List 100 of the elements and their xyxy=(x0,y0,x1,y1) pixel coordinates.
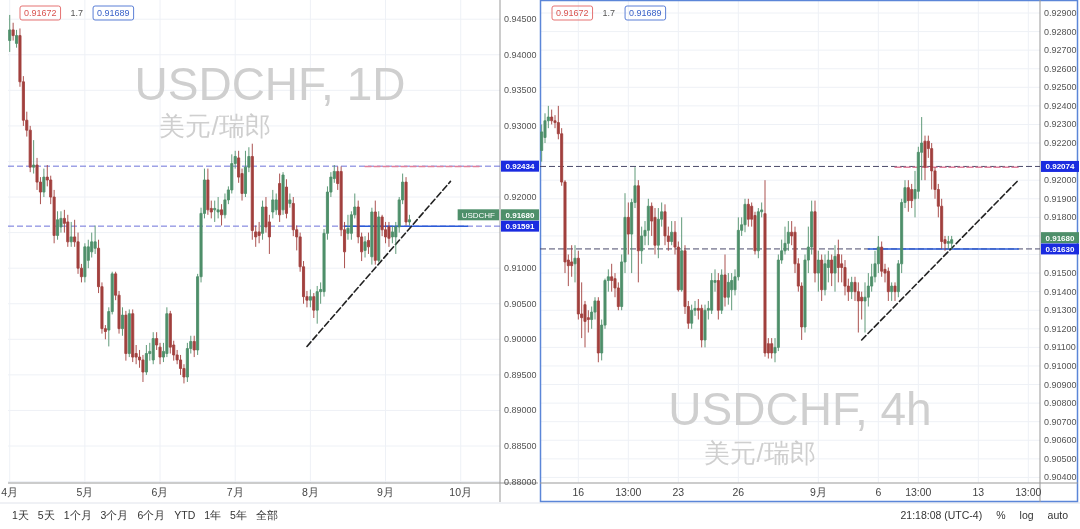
candlestick xyxy=(257,221,261,244)
candlestick xyxy=(746,198,750,228)
candlestick xyxy=(131,308,135,363)
annotation: 1.7 xyxy=(602,8,616,18)
candlestick xyxy=(626,202,630,255)
y-tick-label: 0.93500 xyxy=(504,85,537,96)
y-tick-label: 0.92200 xyxy=(1044,138,1077,149)
x-tick-label: 10月 xyxy=(449,486,473,498)
text: YTD xyxy=(174,509,196,521)
y-tick-label: 0.92000 xyxy=(1044,175,1077,186)
x-tick-label: 6 xyxy=(875,486,882,498)
candlestick xyxy=(69,221,73,248)
candlestick xyxy=(278,173,282,223)
candlestick xyxy=(880,241,884,278)
candlestick xyxy=(15,29,19,49)
x-tick-label: 13:00 xyxy=(615,486,642,498)
y-tick-label: 0.90500 xyxy=(1044,453,1077,464)
candlestick xyxy=(93,225,97,255)
candlestick xyxy=(923,135,927,181)
candlestick xyxy=(550,109,554,125)
y-tick-label: 0.88000 xyxy=(504,476,537,487)
ref-line-label: 0.91591 xyxy=(505,222,536,232)
y-tick-label: 0.91000 xyxy=(504,263,537,274)
candlestick xyxy=(366,232,370,255)
annotation: USDCHF xyxy=(461,210,496,220)
y-tick-label: 0.90600 xyxy=(1044,435,1077,446)
y-tick-label: 0.89500 xyxy=(504,369,537,380)
candlestick xyxy=(823,254,827,296)
candlestick xyxy=(151,331,155,365)
x-tick-label: 9月 xyxy=(377,486,394,498)
candlestick xyxy=(813,200,817,283)
candlestick xyxy=(770,337,774,359)
candlestick xyxy=(377,210,381,263)
candlestick xyxy=(271,189,275,219)
y-tick-label: 0.90900 xyxy=(1044,379,1077,390)
candlestick xyxy=(950,235,954,250)
x-tick-label: 6月 xyxy=(151,486,169,498)
candlestick xyxy=(42,168,46,198)
x-tick-label: 13:00 xyxy=(905,486,932,498)
y-tick-label: 0.94500 xyxy=(504,14,537,25)
candlestick xyxy=(703,304,707,348)
text: 5天 xyxy=(37,509,55,521)
text: 6个月 xyxy=(137,509,166,521)
y-tick-label: 0.94000 xyxy=(504,49,537,60)
candlestick xyxy=(124,310,128,362)
y-tick-label: 0.92300 xyxy=(1044,119,1077,130)
candlestick xyxy=(596,296,600,363)
y-tick-label: 0.92600 xyxy=(1044,63,1077,74)
candlestick xyxy=(636,179,640,283)
y-tick-label: 0.92800 xyxy=(1044,26,1077,37)
x-tick-label: 4月 xyxy=(1,486,19,498)
y-tick-label: 0.92500 xyxy=(1044,82,1077,93)
candlestick xyxy=(165,306,169,358)
y-tick-label: 0.90700 xyxy=(1044,416,1077,427)
candlestick xyxy=(893,281,897,302)
ref-line-label: 0.92434 xyxy=(505,162,536,172)
candlestick xyxy=(370,207,374,266)
candlestick xyxy=(144,344,148,376)
candlestick xyxy=(850,276,854,300)
x-tick-label: 7月 xyxy=(226,486,244,498)
ref-line-label: 0.92074 xyxy=(1045,162,1076,172)
y-tick-label: 0.91800 xyxy=(1044,212,1077,223)
y-tick-label: 0.90500 xyxy=(504,298,537,309)
x-tick-label: 8月 xyxy=(301,486,319,498)
candlestick xyxy=(32,139,36,175)
candlestick xyxy=(206,168,210,216)
y-tick-label: 0.91900 xyxy=(1044,193,1077,204)
y-tick-label: 0.93000 xyxy=(504,120,537,131)
candlestick xyxy=(820,254,824,302)
candlestick xyxy=(726,272,730,306)
y-tick-label: 0.90800 xyxy=(1044,398,1077,409)
candlestick xyxy=(910,183,914,209)
y-tick-label: 0.91200 xyxy=(1044,323,1077,334)
y-tick-label: 0.92900 xyxy=(1044,8,1077,18)
candlestick xyxy=(730,272,734,311)
candlestick xyxy=(646,198,650,246)
candlestick xyxy=(127,308,131,358)
y-tick-label: 0.91300 xyxy=(1044,305,1077,316)
candlestick xyxy=(261,200,265,241)
text: 1年 xyxy=(204,509,222,521)
text: 1个月 xyxy=(63,509,92,521)
y-tick-label: 0.91400 xyxy=(1044,286,1077,297)
x-tick-label: 26 xyxy=(732,486,745,498)
candlestick xyxy=(192,335,196,358)
candlestick xyxy=(836,239,840,283)
y-tick-label: 0.91000 xyxy=(1044,360,1077,371)
candlestick xyxy=(573,244,577,283)
text: 0.91680 xyxy=(1045,233,1076,243)
y-tick-label: 0.92400 xyxy=(1044,100,1077,111)
x-tick-label: 13:00 xyxy=(1015,486,1042,498)
candlestick xyxy=(743,198,747,233)
text: % xyxy=(996,509,1006,521)
candlestick xyxy=(141,354,145,383)
x-tick-label: 13 xyxy=(972,486,985,498)
y-tick-label: 0.92700 xyxy=(1044,45,1077,56)
y-tick-label: 0.88500 xyxy=(504,441,537,452)
candlestick xyxy=(288,193,292,209)
candlestick xyxy=(946,235,950,250)
candlestick xyxy=(404,176,408,226)
candlestick xyxy=(8,14,12,53)
